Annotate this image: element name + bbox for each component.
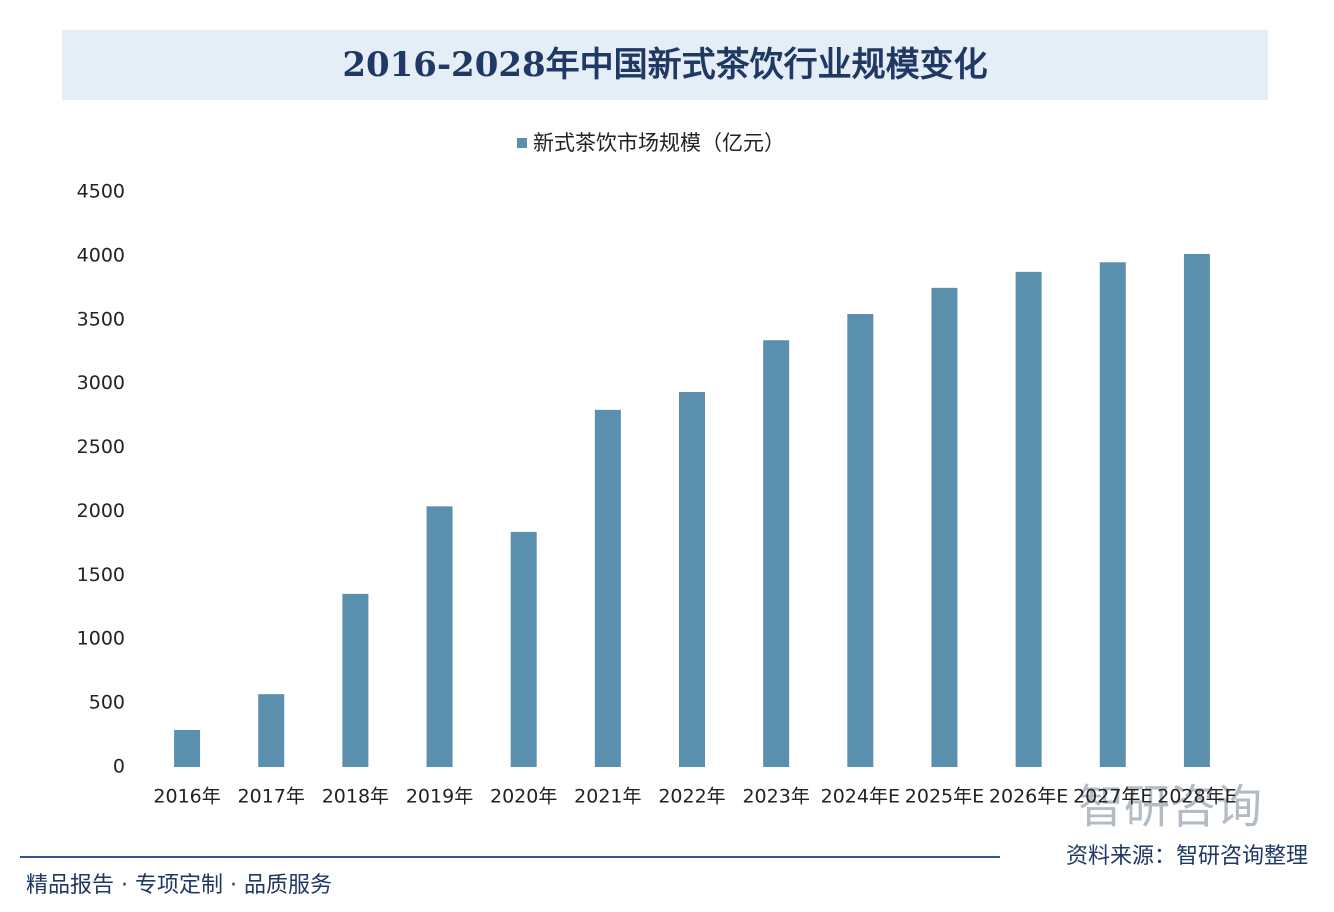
x-tick-label: 2021年 bbox=[574, 786, 641, 808]
bar bbox=[763, 340, 790, 767]
y-tick-label: 2000 bbox=[77, 500, 125, 522]
x-tick-label: 2027年E bbox=[1073, 786, 1152, 808]
y-tick-label: 3000 bbox=[77, 372, 125, 394]
bar bbox=[1015, 271, 1042, 767]
y-tick-label: 2500 bbox=[77, 436, 125, 458]
bar bbox=[342, 593, 369, 767]
x-tick-label: 2016年 bbox=[153, 786, 220, 808]
legend-label: 新式茶饮市场规模（亿元） bbox=[533, 131, 785, 155]
bar bbox=[594, 409, 621, 767]
x-tick-label: 2026年E bbox=[989, 786, 1068, 808]
y-tick-label: 4000 bbox=[77, 244, 125, 266]
x-tick-label: 2022年 bbox=[658, 786, 725, 808]
y-tick-label: 3500 bbox=[77, 308, 125, 330]
y-tick-label: 500 bbox=[89, 692, 125, 714]
x-tick-label: 2023年 bbox=[742, 786, 809, 808]
y-tick-label: 1500 bbox=[77, 564, 125, 586]
bar bbox=[1183, 253, 1210, 767]
x-tick-label: 2019年 bbox=[406, 786, 473, 808]
logo: 智研咨询 bbox=[1078, 780, 1262, 834]
x-tick-label: 2025年E bbox=[905, 786, 984, 808]
bar bbox=[847, 314, 874, 767]
y-tick-label: 1000 bbox=[77, 628, 125, 650]
bar bbox=[426, 506, 453, 767]
bar bbox=[931, 287, 958, 767]
bar bbox=[258, 694, 285, 767]
y-tick-label: 4500 bbox=[77, 181, 125, 203]
bar bbox=[510, 531, 537, 767]
x-tick-label: 2017年 bbox=[238, 786, 305, 808]
x-tick-label: 2028年E bbox=[1157, 786, 1236, 808]
x-tick-label: 2020年 bbox=[490, 786, 557, 808]
bar bbox=[679, 391, 705, 767]
footer: 精品报告 · 专项定制 · 品质服务 bbox=[26, 873, 332, 898]
legend-swatch bbox=[517, 138, 527, 148]
y-tick-label: 0 bbox=[113, 756, 125, 778]
bar bbox=[174, 729, 201, 767]
bar bbox=[1099, 262, 1126, 767]
chart-title: 2016-2028年中国新式茶饮行业规模变化 bbox=[342, 45, 987, 85]
title-banner bbox=[62, 30, 1268, 100]
x-tick-label: 2018年 bbox=[322, 786, 389, 808]
source: 资料来源：智研咨询整理 bbox=[1066, 844, 1308, 869]
x-tick-label: 2024年E bbox=[821, 786, 900, 808]
